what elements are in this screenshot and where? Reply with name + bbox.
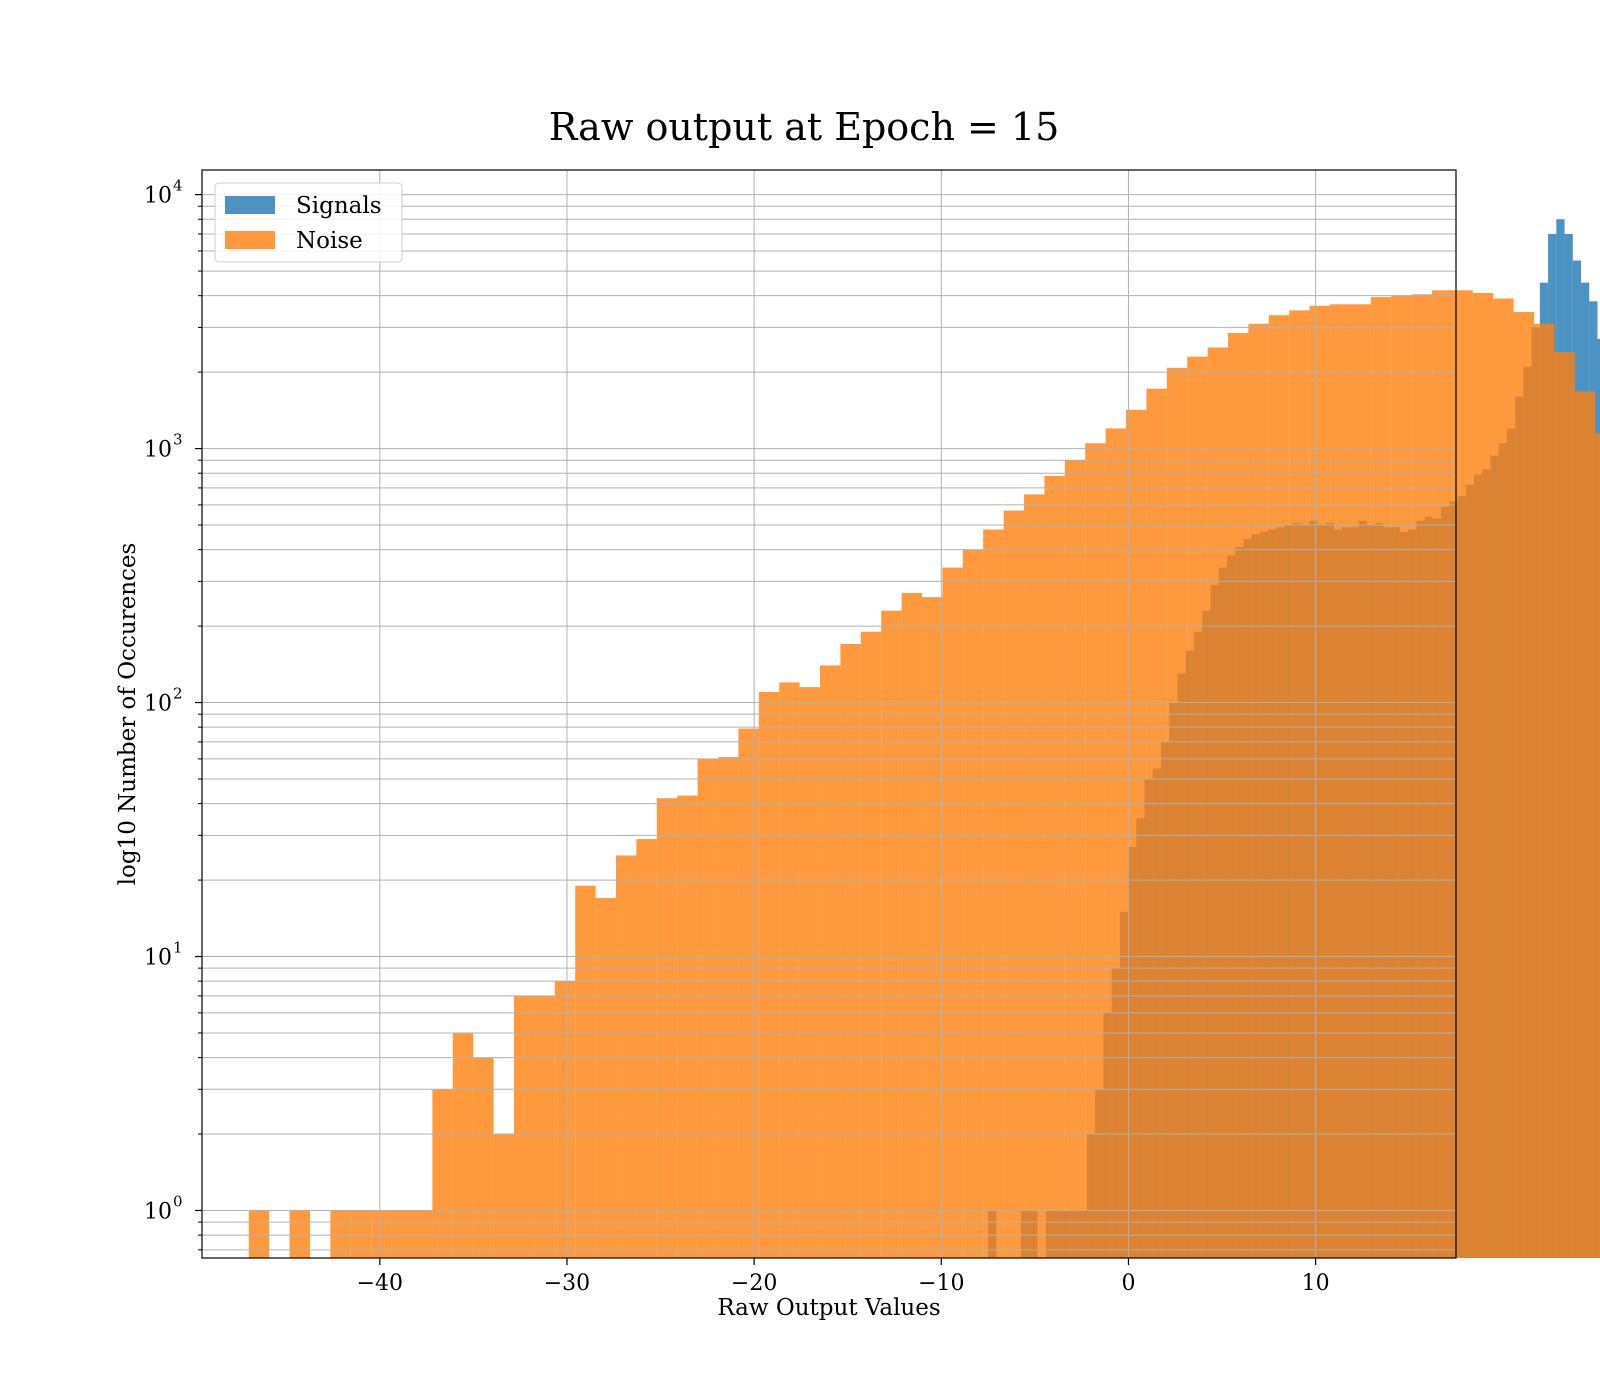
noise-bar <box>248 1210 270 1258</box>
noise-bar <box>1126 409 1147 1258</box>
legend-label-signals: Signals <box>296 193 382 219</box>
y-tick-exponent: 3 <box>173 431 183 449</box>
y-tick-label: 10 <box>144 946 172 971</box>
noise-bar <box>1534 323 1555 1258</box>
noise-bar <box>881 610 902 1258</box>
noise-bar <box>1146 388 1167 1258</box>
noise-bar <box>412 1210 433 1258</box>
noise-bar <box>1105 428 1127 1259</box>
noise-bar <box>942 567 963 1258</box>
noise-bar <box>1064 460 1086 1258</box>
noise-bar <box>1432 290 1453 1258</box>
noise-bar <box>1044 475 1065 1258</box>
noise-bar <box>1330 304 1351 1258</box>
noise-bar <box>514 995 535 1258</box>
noise-bar <box>1289 310 1310 1258</box>
noise-bar <box>330 1210 351 1258</box>
noise-bar <box>779 682 800 1258</box>
noise-bar <box>1472 292 1494 1258</box>
noise-bar <box>1166 367 1188 1258</box>
y-tick-label: 10 <box>144 692 172 717</box>
noise-bar <box>371 1210 392 1258</box>
noise-bar <box>860 631 882 1258</box>
noise-bar <box>616 855 637 1258</box>
noise-bar <box>1350 304 1371 1258</box>
noise-bar <box>493 1134 514 1258</box>
noise-bar <box>677 795 698 1258</box>
noise-bar <box>575 885 596 1258</box>
noise-bar <box>799 687 821 1258</box>
chart-title: Raw output at Epoch = 15 <box>549 105 1060 149</box>
legend: Signals Noise <box>214 182 403 263</box>
noise-bar <box>697 758 719 1258</box>
noise-bar <box>1248 323 1269 1258</box>
x-tick-label: −40 <box>357 1271 403 1296</box>
noise-bar <box>1268 315 1290 1258</box>
y-tick-label: 10 <box>144 1199 172 1224</box>
noise-bar <box>289 1210 310 1258</box>
noise-bar <box>1228 333 1249 1258</box>
noise-bar <box>1595 433 1600 1258</box>
noise-bar <box>1391 295 1412 1258</box>
y-axis-label: log10 Number of Occurences <box>115 543 141 886</box>
noise-bar <box>1207 347 1229 1258</box>
noise-bar <box>473 1057 494 1258</box>
noise-bar <box>391 1210 412 1258</box>
noise-bar <box>452 1032 474 1258</box>
noise-bar <box>1024 494 1045 1258</box>
x-ticks: −40 −30 −20 −10 0 10 <box>357 1258 1330 1296</box>
noise-bar <box>922 597 943 1258</box>
noise-bar <box>1370 297 1392 1258</box>
noise-bar <box>820 665 841 1258</box>
x-tick-label: 0 <box>1121 1271 1135 1296</box>
noise-bar <box>738 728 759 1258</box>
y-tick-exponent: 2 <box>173 685 183 703</box>
noise-bar <box>1554 352 1575 1258</box>
noise-bar <box>1003 510 1025 1259</box>
noise-bar <box>534 995 555 1258</box>
noise-bar <box>1411 294 1433 1258</box>
y-tick-exponent: 1 <box>173 939 183 957</box>
noise-bar <box>1085 443 1106 1258</box>
noise-bar <box>983 529 1004 1258</box>
noise-bar <box>718 757 739 1258</box>
noise-bar <box>901 593 923 1258</box>
noise-bar <box>432 1089 453 1258</box>
noise-bar <box>840 644 861 1258</box>
x-axis-label: Raw Output Values <box>717 1295 940 1321</box>
y-tick-label: 10 <box>144 184 172 209</box>
legend-swatch-noise <box>225 231 275 249</box>
noise-bar <box>758 692 780 1258</box>
legend-swatch-signals <box>225 196 275 214</box>
noise-bar <box>554 981 576 1258</box>
noise-bar <box>636 839 657 1258</box>
x-tick-label: −30 <box>544 1271 590 1296</box>
noise-bar <box>1574 391 1596 1258</box>
y-tick-exponent: 4 <box>173 177 183 195</box>
bars-layer <box>248 219 1600 1259</box>
noise-bar <box>1452 290 1473 1258</box>
noise-bar <box>962 549 984 1258</box>
grid-layer <box>202 170 1456 1258</box>
noise-bar <box>1513 311 1535 1258</box>
noise-bar <box>595 897 617 1258</box>
noise-bar <box>350 1210 372 1258</box>
noise-bar <box>1309 305 1331 1258</box>
legend-label-noise: Noise <box>296 228 363 254</box>
y-tick-exponent: 0 <box>173 1192 183 1210</box>
x-tick-label: −10 <box>918 1271 964 1296</box>
x-tick-label: −20 <box>731 1271 777 1296</box>
y-tick-label: 10 <box>144 438 172 463</box>
noise-bar <box>1493 298 1514 1259</box>
noise-bar <box>656 798 678 1258</box>
x-tick-label: 10 <box>1302 1271 1330 1296</box>
noise-bar <box>1187 356 1208 1259</box>
